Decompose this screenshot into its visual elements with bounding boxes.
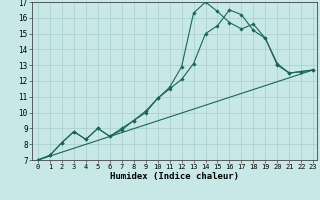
X-axis label: Humidex (Indice chaleur): Humidex (Indice chaleur) [110, 172, 239, 181]
